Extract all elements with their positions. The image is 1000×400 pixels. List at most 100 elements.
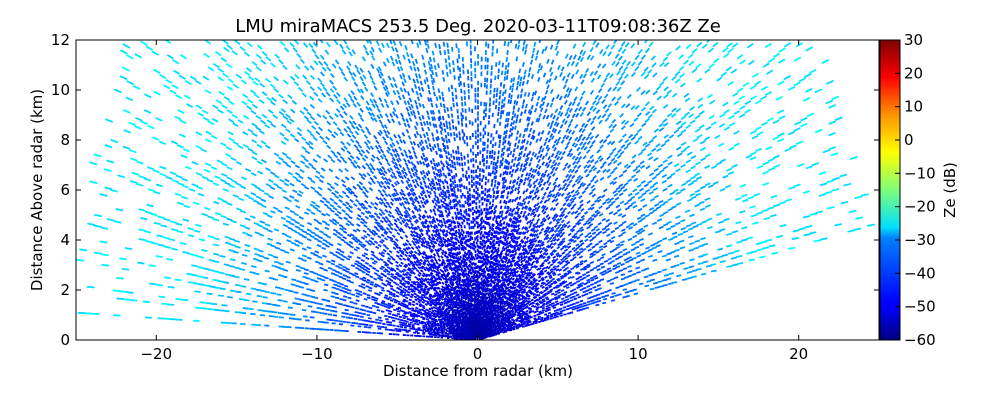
- radar-gate: [403, 78, 407, 83]
- radar-gate: [433, 171, 436, 175]
- radar-gate: [551, 59, 555, 64]
- radar-gate: [635, 192, 640, 196]
- radar-gate: [692, 68, 698, 73]
- radar-gate: [568, 123, 572, 128]
- radar-gate: [728, 252, 734, 255]
- radar-gate: [828, 132, 836, 136]
- radar-gate: [809, 69, 817, 74]
- radar-gate: [756, 211, 763, 215]
- radar-gate: [559, 312, 563, 314]
- radar-gate: [796, 141, 803, 145]
- radar-gate: [492, 199, 494, 203]
- radar-gate: [814, 239, 821, 242]
- radar-gate: [463, 185, 465, 189]
- radar-gate: [702, 44, 708, 49]
- radar-gate: [522, 62, 525, 67]
- radar-gate: [464, 90, 466, 95]
- radar-gate: [555, 300, 559, 303]
- radar-gate: [501, 99, 503, 104]
- radar-gate: [583, 73, 587, 78]
- radar-gate: [577, 296, 581, 299]
- radar-gate: [422, 153, 425, 157]
- radar-gate: [486, 194, 488, 198]
- radar-gate: [624, 202, 629, 206]
- radar-gate: [550, 263, 554, 266]
- radar-gate: [598, 120, 603, 125]
- radar-gate: [534, 108, 537, 113]
- radar-gate: [465, 116, 467, 120]
- radar-gate: [499, 122, 501, 126]
- radar-gate: [475, 169, 477, 173]
- radar-gate: [631, 72, 636, 77]
- radar-gate: [500, 115, 502, 119]
- radar-gate: [587, 118, 591, 123]
- radar-gate: [829, 120, 837, 124]
- radar-gate: [551, 298, 555, 301]
- radar-gate: [461, 157, 463, 161]
- radar-gate: [750, 95, 757, 100]
- radar-gate: [577, 185, 581, 189]
- radar-gate: [607, 174, 612, 178]
- radar-gate: [562, 167, 566, 171]
- radar-gate: [483, 116, 485, 120]
- radar-gate: [820, 237, 828, 240]
- radar-gate: [512, 110, 515, 115]
- radar-gate: [486, 84, 488, 88]
- radar-gate: [612, 86, 617, 91]
- radar-gate: [434, 176, 437, 180]
- radar-gate: [556, 116, 560, 121]
- radar-gate: [632, 257, 637, 260]
- radar-gate: [561, 66, 565, 71]
- radar-gate: [505, 134, 508, 138]
- radar-gate: [749, 205, 756, 209]
- radar-gate: [440, 199, 443, 203]
- radar-gate: [656, 206, 661, 210]
- radar-gate: [642, 204, 647, 208]
- radar-gate: [588, 169, 592, 173]
- radar-gate: [867, 224, 875, 227]
- radar-gate: [523, 211, 526, 215]
- radar-gate: [467, 69, 469, 74]
- radar-gate: [761, 121, 768, 126]
- radar-gate: [464, 140, 466, 144]
- radar-gate: [748, 60, 755, 65]
- radar-gate: [489, 201, 491, 205]
- radar-gate: [580, 282, 584, 285]
- radar-gate: [689, 242, 695, 245]
- radar-gate: [402, 55, 406, 60]
- radar-gate: [651, 62, 656, 67]
- radar-gate: [583, 304, 587, 306]
- radar-gate: [434, 65, 437, 70]
- radar-gate: [602, 51, 606, 56]
- radar-gate: [468, 95, 470, 99]
- radar-gate: [462, 136, 464, 140]
- radar-gate: [473, 182, 475, 186]
- radar-gate: [805, 225, 812, 228]
- radar-gate: [447, 185, 450, 189]
- radar-gate: [531, 218, 534, 222]
- radar-gate: [741, 194, 747, 198]
- radar-gate: [502, 92, 504, 97]
- radar-gate: [573, 298, 577, 301]
- radar-gate: [477, 100, 479, 104]
- radar-gate: [550, 103, 554, 108]
- radar-gate: [518, 68, 521, 73]
- radar-gate: [572, 161, 576, 165]
- radar-gate: [680, 262, 685, 265]
- radar-gate: [597, 222, 601, 226]
- radar-gate: [794, 56, 801, 61]
- radar-gate: [483, 175, 485, 179]
- radar-gate: [544, 269, 548, 272]
- radar-gate: [527, 200, 530, 204]
- radar-gate: [489, 155, 491, 159]
- radar-gate: [495, 105, 497, 109]
- radar-gate: [473, 170, 475, 174]
- radar-gate: [657, 250, 662, 253]
- radar-gate: [666, 258, 671, 261]
- radar-gate: [599, 248, 603, 251]
- radar-gate: [527, 122, 530, 127]
- radar-gate: [467, 202, 469, 205]
- radar-gate: [501, 148, 504, 152]
- radar-gate: [714, 135, 720, 140]
- radar-gate: [409, 66, 412, 71]
